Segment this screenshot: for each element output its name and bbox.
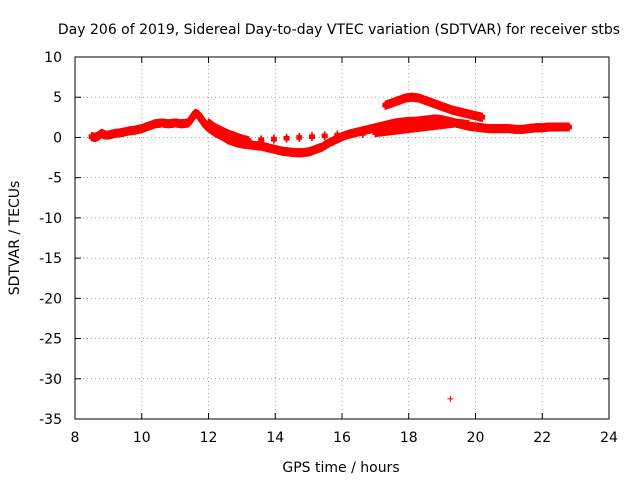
- y-tick-label: -35: [39, 412, 62, 428]
- data-point: [565, 125, 572, 132]
- x-tick-label: 14: [266, 430, 284, 446]
- plot-frame: [74, 56, 610, 420]
- series-upper-arc: [382, 92, 486, 122]
- y-tick-labels: -35 -30 -25 -20 -15 -10 -5 0 5 10: [39, 50, 62, 428]
- data-point: [308, 135, 315, 142]
- y-tick-label: -30: [39, 372, 62, 388]
- x-tick-label: 10: [133, 430, 151, 446]
- x-tick-label: 16: [333, 430, 351, 446]
- x-tick-label: 8: [71, 430, 80, 446]
- data-point: [258, 138, 265, 145]
- y-tick-label: 5: [53, 90, 62, 106]
- data-point: [347, 132, 354, 139]
- x-tick-label: 18: [400, 430, 418, 446]
- y-tick-label: 10: [44, 50, 62, 66]
- x-tick-label: 12: [200, 430, 218, 446]
- x-axis-title: GPS time / hours: [282, 460, 399, 476]
- series-main: [88, 108, 572, 158]
- data-point: [359, 131, 366, 138]
- x-tick-label: 20: [467, 430, 485, 446]
- data-point: [245, 139, 252, 146]
- y-tick-label: -25: [39, 332, 62, 348]
- chart-title: Day 206 of 2019, Sidereal Day-to-day VTE…: [58, 22, 620, 38]
- x-tick-labels: 8 10 12 14 16 18 20 22 24: [71, 430, 618, 446]
- y-tick-label: -15: [39, 251, 62, 267]
- data-point: [447, 395, 454, 402]
- data-point: [283, 136, 290, 143]
- series-lower-branch: [205, 118, 472, 146]
- data-point: [334, 133, 341, 140]
- x-tick-label: 24: [600, 430, 618, 446]
- data-points: [88, 92, 572, 402]
- y-tick-label: -20: [39, 291, 62, 307]
- series-outlier: [447, 395, 454, 402]
- x-tick-label: 22: [533, 430, 551, 446]
- data-point: [270, 137, 277, 144]
- data-point: [321, 134, 328, 141]
- y-tick-label: -5: [48, 171, 62, 187]
- y-tick-label: -10: [39, 211, 62, 227]
- data-point: [296, 135, 303, 142]
- grid-lines: [75, 57, 609, 419]
- y-tick-label: 0: [53, 130, 62, 146]
- data-point: [479, 115, 486, 122]
- data-point: [465, 123, 472, 130]
- y-axis-title: SDTVAR / TECUs: [7, 181, 23, 296]
